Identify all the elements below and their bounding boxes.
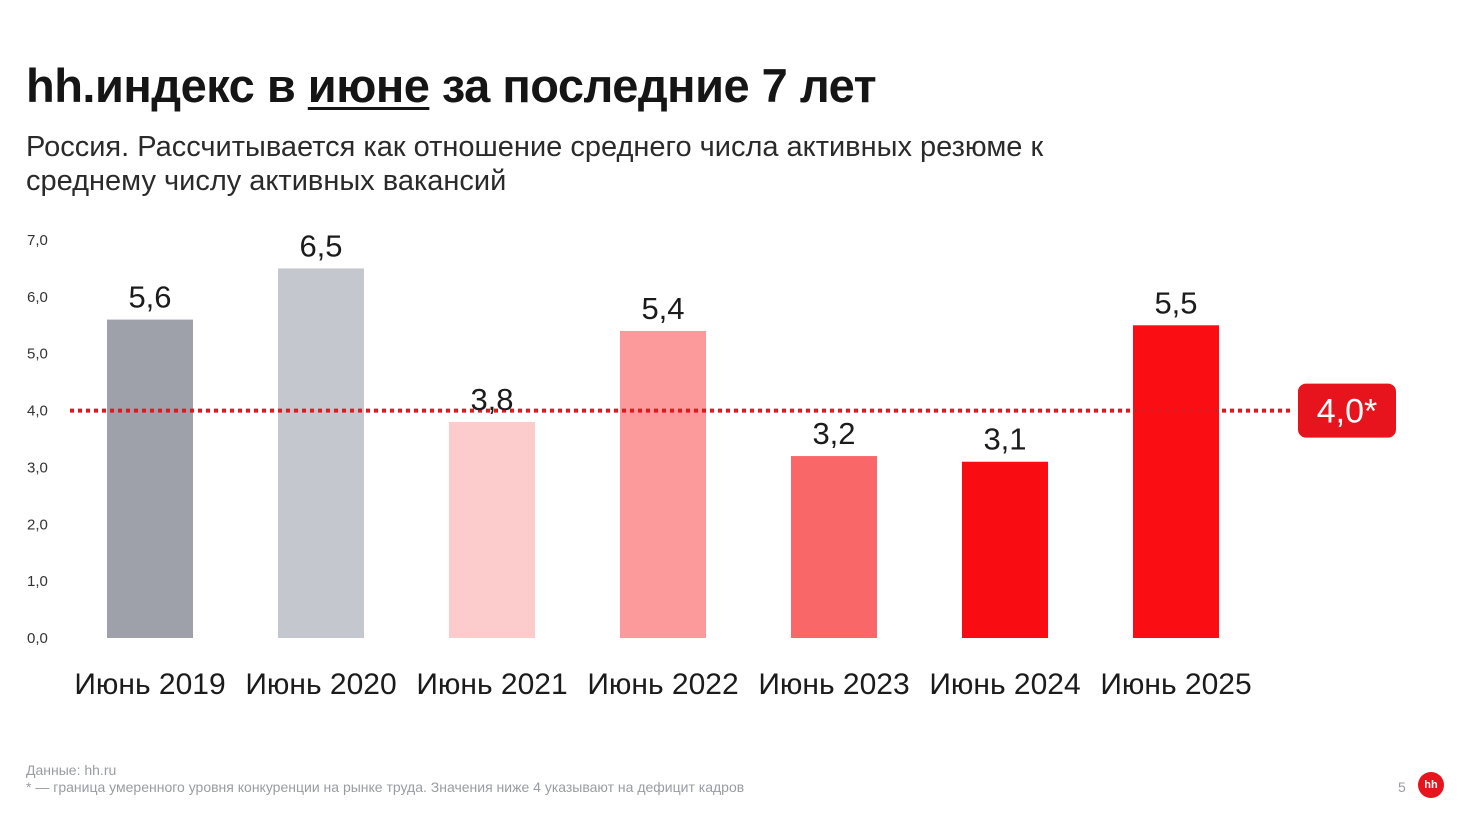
bar (107, 319, 193, 638)
data-label: 5,5 (1154, 285, 1197, 320)
x-tick-label: Июнь 2025 (1100, 668, 1251, 701)
y-tick-label: 3,0 (27, 459, 48, 476)
data-label: 5,4 (641, 291, 684, 326)
data-label: 3,1 (983, 422, 1026, 457)
bar (962, 461, 1048, 638)
bar (1133, 325, 1219, 638)
x-tick-label: Июнь 2024 (929, 668, 1080, 701)
bar (791, 456, 877, 638)
page-subtitle: Россия. Рассчитывается как отношение сре… (26, 131, 1044, 197)
x-tick-label: Июнь 2020 (245, 668, 396, 701)
footer-note: * — граница умеренного уровня конкуренци… (26, 779, 745, 795)
x-tick-label: Июнь 2019 (74, 668, 225, 701)
page-number: 5 (1398, 779, 1406, 795)
title-text-before: hh.индекс в (26, 59, 308, 112)
reference-line-group: 4,0* (70, 383, 1396, 438)
footer-source: Данные: hh.ru (26, 762, 117, 778)
y-tick-label: 5,0 (27, 346, 48, 363)
y-tick-label: 6,0 (27, 289, 48, 306)
page-title: hh.индекс в июне за последние 7 лет (26, 58, 877, 113)
y-tick-label: 1,0 (27, 573, 48, 590)
x-axis: Июнь 2019 Июнь 2020 Июнь 2021 Июнь 2022 Июнь… (74, 668, 1251, 701)
value-labels-group: 5,6 6,5 3,8 5,4 3,2 3,1 5,5 (128, 228, 1197, 456)
hh-logo-icon: hh (1418, 772, 1444, 798)
title-highlight: июне (307, 59, 430, 112)
y-tick-label: 7,0 (27, 232, 48, 249)
x-tick-label: Июнь 2023 (758, 668, 909, 701)
bar (278, 268, 364, 638)
reference-badge (1298, 383, 1396, 438)
bars-group (107, 268, 1219, 638)
data-label: 3,2 (812, 416, 855, 451)
data-label: 5,6 (128, 280, 171, 315)
data-label: 3,8 (470, 382, 513, 417)
bar (620, 330, 706, 638)
bar (449, 421, 535, 638)
y-tick-label: 4,0 (27, 403, 48, 420)
y-tick-label: 0,0 (27, 630, 48, 647)
reference-label: 4,0* (1317, 393, 1378, 431)
data-label: 6,5 (299, 228, 342, 263)
title-text-after: за последние 7 лет (429, 59, 877, 112)
y-tick-label: 2,0 (27, 516, 48, 533)
x-tick-label: Июнь 2021 (416, 668, 567, 701)
y-axis: 0,0 1,0 2,0 3,0 4,0 5,0 6,0 7,0 (27, 232, 48, 647)
x-tick-label: Июнь 2022 (587, 668, 738, 701)
